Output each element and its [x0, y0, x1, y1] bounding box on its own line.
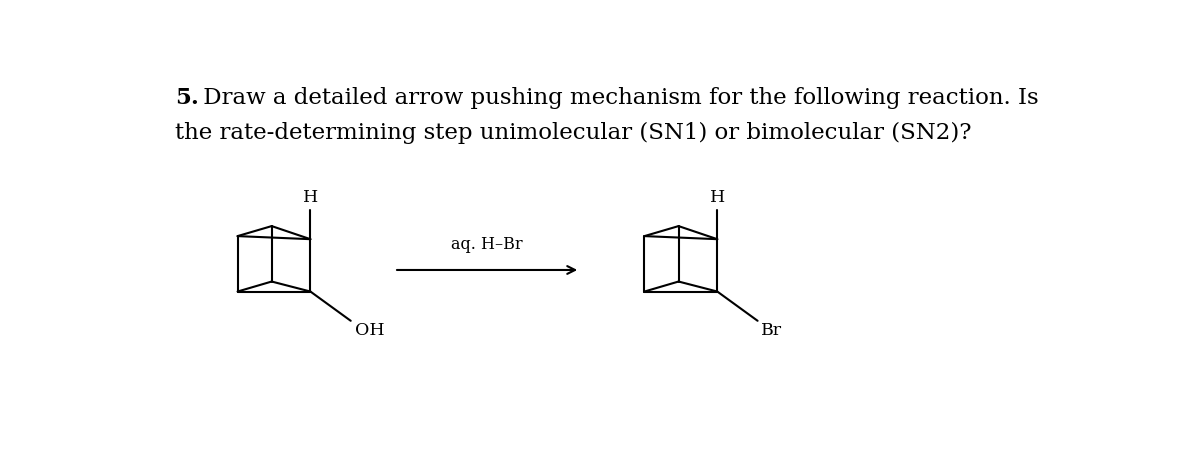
Text: OH: OH [355, 322, 384, 339]
Text: Br: Br [762, 322, 782, 339]
Text: H: H [709, 189, 725, 206]
Text: aq. H–Br: aq. H–Br [451, 236, 523, 253]
Text: Draw a detailed arrow pushing mechanism for the following reaction. Is: Draw a detailed arrow pushing mechanism … [197, 88, 1039, 110]
Text: H: H [302, 189, 318, 206]
Text: the rate-determining step unimolecular (SN1) or bimolecular (SN2)?: the rate-determining step unimolecular (… [175, 122, 971, 144]
Text: 5.: 5. [175, 88, 199, 110]
